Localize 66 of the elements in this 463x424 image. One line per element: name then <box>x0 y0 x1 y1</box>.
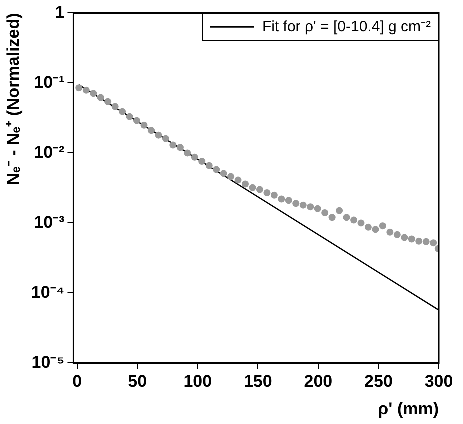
point <box>343 214 350 222</box>
point <box>256 186 264 194</box>
x-tick-label: 250 <box>364 372 393 392</box>
y-tick-label: 10⁻³ <box>34 212 66 232</box>
point <box>242 180 250 188</box>
point <box>119 108 126 116</box>
point <box>264 190 271 197</box>
point <box>322 209 329 216</box>
point <box>358 220 365 227</box>
point <box>228 173 235 180</box>
point <box>328 214 336 222</box>
x-tick-label: 0 <box>72 372 82 392</box>
point <box>307 204 314 211</box>
point <box>220 170 228 178</box>
point <box>148 127 155 134</box>
point <box>364 224 372 231</box>
point <box>336 207 344 214</box>
point <box>300 202 307 209</box>
point <box>372 226 380 234</box>
y-axis-title: Nₑ⁻ - Nₑ⁺ (Normalized) <box>4 13 23 186</box>
point <box>213 166 220 174</box>
point <box>184 150 192 157</box>
point <box>394 231 401 238</box>
point <box>314 205 322 212</box>
point <box>82 86 90 94</box>
point <box>126 113 134 120</box>
point <box>198 158 206 166</box>
point <box>76 84 83 92</box>
point <box>249 184 256 192</box>
point <box>162 135 170 142</box>
point <box>285 197 292 204</box>
point <box>112 103 119 110</box>
y-tick-label: 10⁻⁵ <box>32 352 65 372</box>
point <box>270 192 278 199</box>
x-axis-title: ρ' (mm) <box>378 399 439 418</box>
point <box>379 222 386 230</box>
point <box>90 90 98 98</box>
x-tick-label: 200 <box>304 372 333 392</box>
point <box>422 238 430 246</box>
point <box>234 176 242 184</box>
point <box>191 154 198 161</box>
point <box>292 200 300 208</box>
y-tick-label: 10⁻⁴ <box>31 282 65 302</box>
point <box>278 196 286 203</box>
legend-label: Fit for ρ' = [0-10.4] g cm⁻² <box>262 18 432 36</box>
y-tick-label: 1 <box>55 2 65 22</box>
x-tick-label: 300 <box>424 372 454 392</box>
y-tick-label: 10⁻² <box>34 142 66 162</box>
y-tick-label: 10⁻¹ <box>34 72 66 92</box>
point <box>206 162 213 170</box>
point <box>408 236 416 243</box>
point <box>140 122 148 129</box>
point <box>401 234 408 242</box>
point <box>97 94 104 102</box>
point <box>386 228 394 236</box>
point <box>430 240 438 247</box>
x-tick-label: 150 <box>244 372 272 392</box>
point <box>104 98 112 106</box>
x-tick-label: 100 <box>184 372 212 392</box>
point <box>134 117 141 124</box>
point <box>176 144 184 152</box>
point <box>350 216 358 224</box>
point <box>416 238 423 245</box>
point <box>170 142 177 149</box>
x-tick-label: 50 <box>128 372 148 392</box>
point <box>155 132 162 139</box>
